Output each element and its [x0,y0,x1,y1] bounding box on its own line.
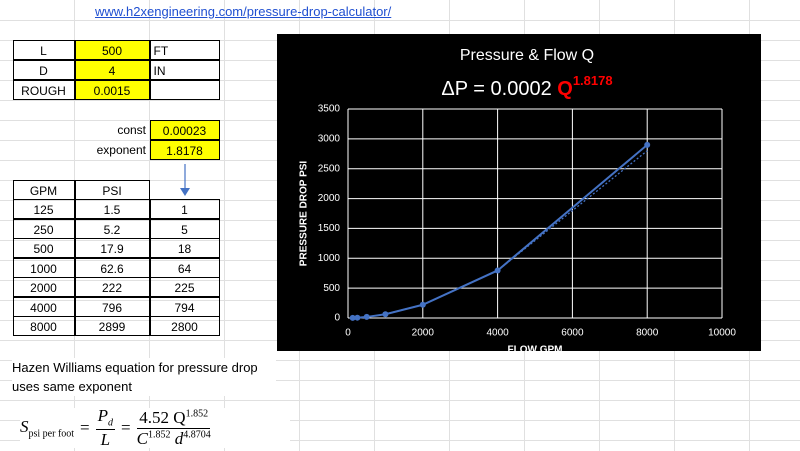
table-cell: 2899 [74,316,150,336]
x-tick-label: 2000 [412,328,435,339]
fraction: Pd L [95,406,116,449]
equation: ΔP = 0.0002 Q1.8178 [441,73,612,100]
x-tick-label: 8000 [636,328,659,339]
table-cell: 225 [149,277,220,297]
exponent: 1.852 [185,407,209,419]
trendline [352,150,648,319]
table-cell: 5.2 [74,218,150,239]
table-cell: 2800 [149,316,220,336]
table-cell: 125 [12,199,75,219]
x-tick-label: 6000 [561,328,584,339]
symbol: L [100,429,111,449]
subscript: psi per foot [28,428,75,440]
table-cell: 62.6 [74,257,150,278]
fraction: 4.52 Q1.852 C1.852 d4.8704 [137,408,211,449]
equation-exponent: 1.8178 [573,73,613,88]
y-tick-label: 2000 [318,193,341,204]
table-cell: 8000 [12,316,75,336]
y-axis-label: PRESSURE DROP PSI [299,161,310,267]
formula-lhs: Spsi per foot [20,417,74,439]
input-cell [149,79,220,100]
fit-label: const [117,123,146,137]
y-tick-label: 3000 [318,133,341,144]
table-cell: 1000 [12,257,75,278]
subscript: d [108,417,114,429]
coefficient: 4.52 Q [139,407,186,427]
y-tick-label: 2500 [318,163,341,174]
fit-value: 0.00023 [149,119,220,140]
note: Hazen Williams equation for pressure dro… [12,358,276,396]
equation-text: ΔP = 0.0002 [441,78,551,100]
header-cell: GPM [12,179,75,200]
input-cell: 500 [74,39,150,60]
y-tick-label: 1500 [318,223,341,234]
input-cell: 0.0015 [74,79,150,100]
x-axis-label: FLOW GPM [508,345,563,351]
y-tick-label: 500 [323,283,340,294]
arrow [180,164,190,196]
note-line: uses same exponent [12,379,132,394]
table-cell: 4000 [12,296,75,317]
note-line: Hazen Williams equation for pressure dro… [12,360,258,375]
fit-label: exponent [96,143,146,157]
x-tick-label: 0 [345,328,351,339]
chart: Pressure & Flow Q ΔP = 0.0002 Q1.8178 0 500… [277,34,761,351]
data-point [644,141,651,148]
y-tick-label: 3500 [318,104,341,115]
table-cell: 2000 [12,277,75,297]
header-cell: PSI [74,179,150,200]
equation-var: Q [557,78,573,100]
table-cell: 500 [12,238,75,258]
input-cell: 4 [74,59,150,80]
table-cell: 222 [74,277,150,297]
symbol: C [136,428,148,448]
y-tick-label: 1000 [318,253,341,264]
table-cell: 5 [149,218,220,239]
table-cell: 18 [149,238,220,258]
table-cell: 250 [12,218,75,239]
exponent: 4.8704 [183,428,211,440]
fit-value: 1.8178 [149,139,220,160]
input-cell: L [12,39,75,60]
chart-title: Pressure & Flow Q [460,47,594,64]
link[interactable]: www.h2xengineering.com/pressure-drop-cal… [95,4,392,19]
y-tick-label: 0 [334,313,340,324]
table-cell: 17.9 [74,238,150,258]
table-cell: 64 [149,257,220,278]
symbol: S [20,416,29,436]
formula: Spsi per foot = Pd L = 4.52 Q1.852 C1.852 … [20,406,290,449]
table-cell: 1 [149,199,220,219]
symbol: d [174,428,184,448]
table-cell: 794 [149,296,220,317]
data-point [363,313,370,320]
x-tick-label: 4000 [486,328,509,339]
table-cell: 796 [74,296,150,317]
exponent: 1.852 [147,428,171,440]
input-cell: FT [149,39,220,60]
table-cell: 1.5 [74,199,150,219]
input-cell: D [12,59,75,80]
input-cell: IN [149,59,220,80]
symbol: P [97,406,109,426]
input-cell: ROUGH [12,79,75,100]
chart-background [277,34,761,351]
x-tick-label: 10000 [708,328,736,339]
